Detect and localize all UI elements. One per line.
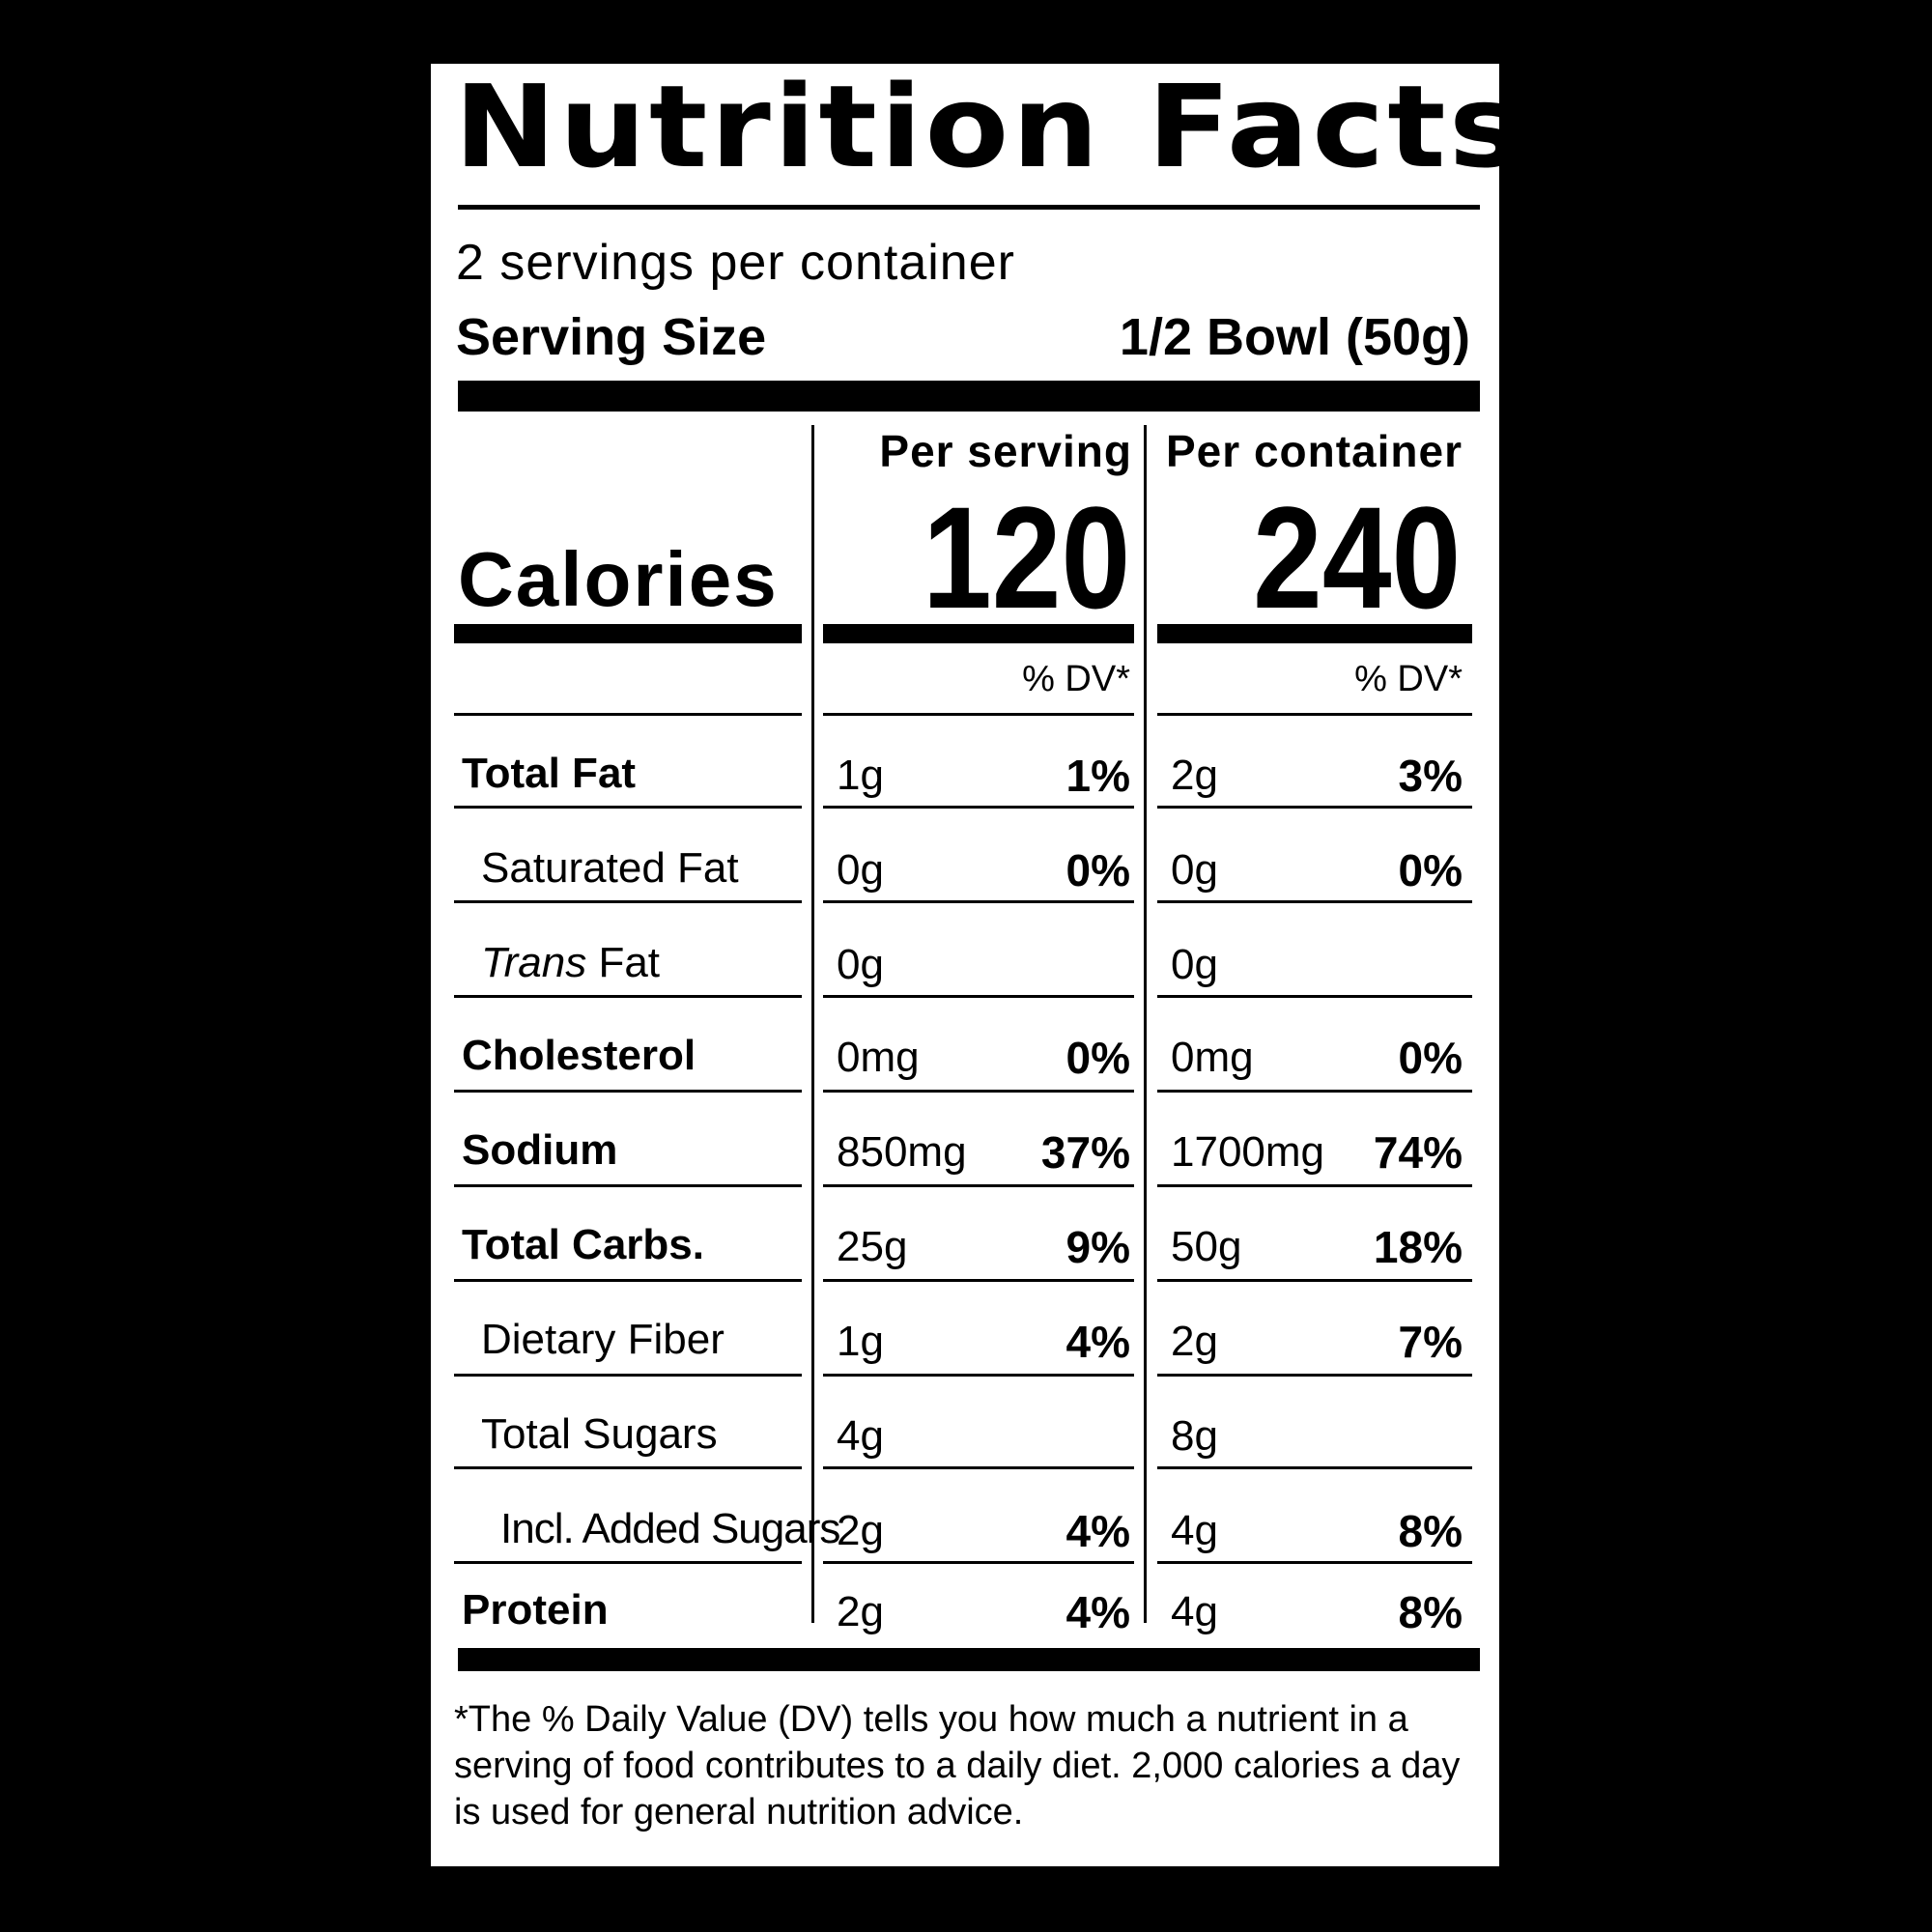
row-rule	[454, 1374, 802, 1377]
nutrition-label: Nutrition Facts 2 servings per container…	[431, 60, 1521, 1866]
row-label-total-carbs: Total Carbs.	[462, 1221, 705, 1268]
serving-size-label: Serving Size	[456, 308, 767, 366]
serving-dv-dietary-fiber: 4%	[1065, 1317, 1130, 1367]
serving-amount-cholesterol: 0mg	[837, 1034, 920, 1081]
container-amount-total-fat: 2g	[1171, 752, 1218, 799]
row-rule	[1157, 995, 1472, 998]
serving-amount-total-carbs: 25g	[837, 1223, 908, 1270]
row-label-added-sugars: Incl. Added Sugars	[500, 1505, 840, 1552]
serving-dv-protein: 4%	[1065, 1587, 1130, 1637]
row-label-dietary-fiber: Dietary Fiber	[481, 1316, 724, 1363]
serving-dv-added-sugars: 4%	[1065, 1506, 1130, 1556]
footnote: *The % Daily Value (DV) tells you how mu…	[454, 1699, 1461, 1833]
container-amount-total-carbs: 50g	[1171, 1223, 1242, 1270]
title-rule	[458, 205, 1480, 210]
container-dv-added-sugars: 8%	[1398, 1506, 1463, 1556]
serving-amount-sodium: 850mg	[837, 1128, 967, 1176]
row-rule	[1157, 1374, 1472, 1377]
serving-amount-added-sugars: 2g	[837, 1507, 884, 1554]
label-title: Nutrition Facts	[454, 60, 1525, 193]
column-divider-right	[1144, 425, 1147, 1623]
serving-dv-cholesterol: 0%	[1065, 1033, 1130, 1083]
servings-per-container: 2 servings per container	[456, 235, 1015, 291]
row-rule	[1157, 1279, 1472, 1282]
container-amount-trans-fat: 0g	[1171, 941, 1218, 988]
container-amount-total-sugars: 8g	[1171, 1412, 1218, 1460]
per-serving-header: Per serving	[879, 426, 1132, 476]
calories-per-serving: 120	[922, 476, 1130, 639]
container-amount-cholesterol: 0mg	[1171, 1034, 1254, 1081]
serving-size-value: 1/2 Bowl (50g)	[1119, 308, 1470, 366]
row-label-trans-fat: Trans Fat	[481, 939, 660, 987]
serving-dv-total-fat: 1%	[1065, 751, 1130, 801]
serving-amount-total-sugars: 4g	[837, 1412, 884, 1460]
container-dv-cholesterol: 0%	[1398, 1033, 1463, 1083]
row-rule	[823, 1090, 1134, 1093]
row-label-protein: Protein	[462, 1586, 609, 1634]
container-amount-protein: 4g	[1171, 1588, 1218, 1635]
row-rule	[454, 1466, 802, 1469]
container-amount-added-sugars: 4g	[1171, 1507, 1218, 1554]
row-rule	[1157, 1466, 1472, 1469]
row-rule	[454, 900, 802, 903]
serving-amount-saturated-fat: 0g	[837, 846, 884, 894]
row-label-cholesterol: Cholesterol	[462, 1032, 696, 1079]
row-label-sodium: Sodium	[462, 1126, 618, 1174]
serving-amount-dietary-fiber: 1g	[837, 1318, 884, 1365]
calories-label: Calories	[458, 536, 779, 622]
trans-italic: Trans	[481, 939, 587, 986]
row-rule	[454, 995, 802, 998]
row-rule	[823, 1184, 1134, 1187]
calories-rule-container	[1157, 624, 1472, 643]
serving-size-thick-rule	[458, 381, 1480, 412]
dv-rule-container	[1157, 713, 1472, 716]
serving-dv-total-carbs: 9%	[1065, 1222, 1130, 1272]
container-dv-dietary-fiber: 7%	[1398, 1317, 1463, 1367]
per-container-header: Per container	[1166, 426, 1463, 476]
row-rule	[454, 1279, 802, 1282]
column-divider-left	[811, 425, 814, 1623]
row-rule	[454, 1090, 802, 1093]
container-amount-sodium: 1700mg	[1171, 1128, 1325, 1176]
row-rule	[1157, 1184, 1472, 1187]
row-rule	[1157, 1090, 1472, 1093]
container-dv-total-fat: 3%	[1398, 751, 1463, 801]
serving-amount-trans-fat: 0g	[837, 941, 884, 988]
bottom-thick-rule	[458, 1648, 1480, 1671]
dv-rule-serving	[823, 713, 1134, 716]
row-label-total-fat: Total Fat	[462, 750, 637, 797]
row-rule	[1157, 806, 1472, 809]
container-dv-saturated-fat: 0%	[1398, 845, 1463, 895]
serving-amount-protein: 2g	[837, 1588, 884, 1635]
serving-dv-sodium: 37%	[1040, 1127, 1130, 1178]
row-rule	[823, 806, 1134, 809]
row-rule	[823, 1561, 1134, 1564]
container-amount-dietary-fiber: 2g	[1171, 1318, 1218, 1365]
row-rule	[454, 1184, 802, 1187]
row-rule	[823, 1279, 1134, 1282]
serving-dv-saturated-fat: 0%	[1065, 845, 1130, 895]
calories-rule-serving	[823, 624, 1134, 643]
row-rule	[823, 1374, 1134, 1377]
dv-header-serving: % DV*	[1022, 659, 1130, 699]
row-rule	[1157, 1561, 1472, 1564]
container-dv-protein: 8%	[1398, 1587, 1463, 1637]
row-rule	[454, 806, 802, 809]
row-rule	[823, 1466, 1134, 1469]
row-label-saturated-fat: Saturated Fat	[481, 844, 739, 892]
serving-amount-total-fat: 1g	[837, 752, 884, 799]
row-rule	[823, 900, 1134, 903]
dv-rule-label	[454, 713, 802, 716]
trans-rest: Fat	[586, 939, 661, 986]
row-rule	[823, 995, 1134, 998]
row-rule	[454, 1561, 802, 1564]
row-label-total-sugars: Total Sugars	[481, 1410, 718, 1458]
calories-per-container: 240	[1252, 476, 1461, 639]
dv-header-container: % DV*	[1354, 659, 1463, 699]
container-dv-total-carbs: 18%	[1373, 1222, 1463, 1272]
row-rule	[1157, 900, 1472, 903]
container-dv-sodium: 74%	[1373, 1127, 1463, 1178]
container-amount-saturated-fat: 0g	[1171, 846, 1218, 894]
calories-rule-label	[454, 624, 802, 643]
